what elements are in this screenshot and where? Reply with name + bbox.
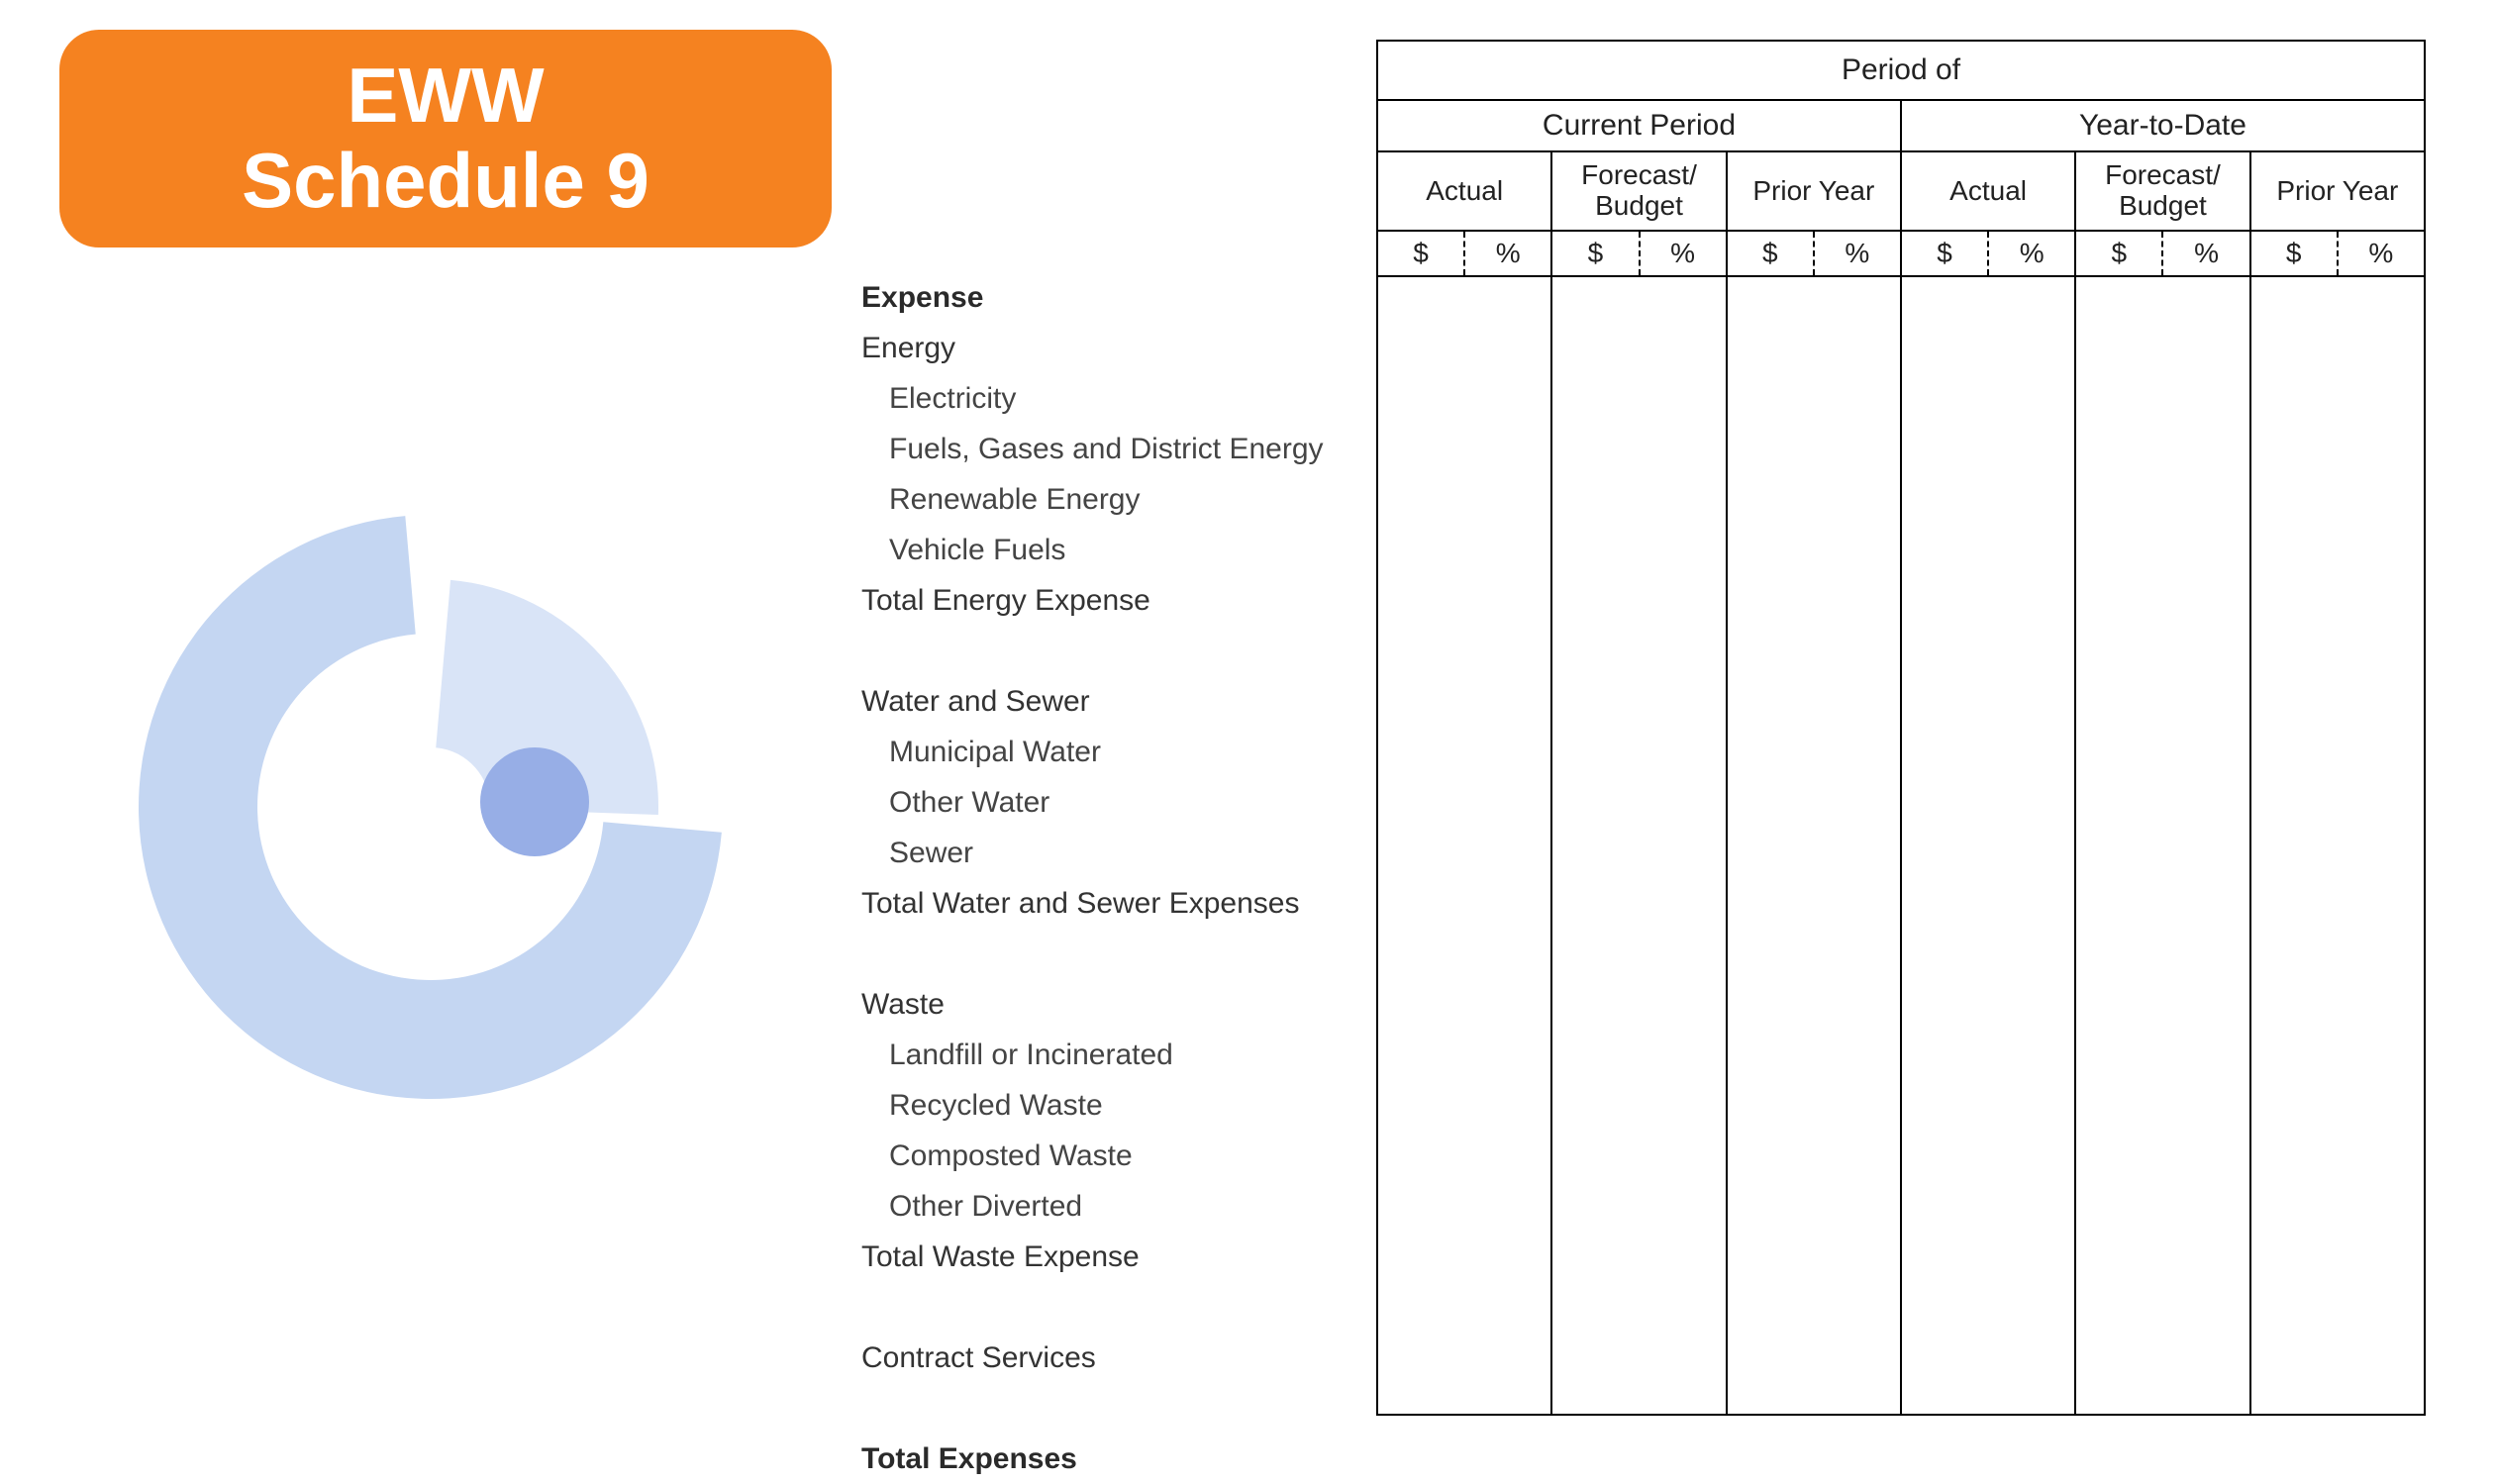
label-item: Fuels, Gases and District Energy [861,424,1327,474]
header-unit-dollar: $ [1551,231,1639,276]
body-col [2075,276,2249,1415]
header-unit-dollar: $ [1377,231,1464,276]
label-item: Other Diverted [861,1181,1327,1232]
table-body-row [1377,276,2425,1415]
title-badge: EWW Schedule 9 [59,30,832,247]
body-col [1727,276,1901,1415]
label-item: Other Water [861,777,1327,828]
header-unit-percent: % [2338,231,2425,276]
schedule-table: Period of Current Period Year-to-Date Ac… [1376,40,2426,1416]
label-section-energy: Energy [861,323,1327,373]
body-col [1377,276,1551,1415]
header-prior-year: Prior Year [1727,151,1901,231]
spacer [861,929,1327,979]
label-total-waste: Total Waste Expense [861,1232,1327,1282]
spacer [861,1282,1327,1333]
label-item: Landfill or Incinerated [861,1030,1327,1080]
header-year-to-date: Year-to-Date [1901,100,2425,151]
header-prior-year: Prior Year [2250,151,2425,231]
header-unit-dollar: $ [2250,231,2338,276]
row-labels: Expense Energy Electricity Fuels, Gases … [861,272,1327,1484]
header-unit-percent: % [1464,231,1551,276]
header-unit-dollar: $ [2075,231,2162,276]
body-col [1551,276,1726,1415]
label-item: Composted Waste [861,1131,1327,1181]
spacer [861,626,1327,676]
label-item: Recycled Waste [861,1080,1327,1131]
label-section-water: Water and Sewer [861,676,1327,727]
label-section-waste: Waste [861,979,1327,1030]
body-col [1901,276,2075,1415]
label-total-expenses: Total Expenses [861,1434,1327,1484]
header-unit-dollar: $ [1727,231,1814,276]
header-actual: Actual [1901,151,2075,231]
label-item: Municipal Water [861,727,1327,777]
header-actual: Actual [1377,151,1551,231]
body-col [2250,276,2425,1415]
label-item: Vehicle Fuels [861,525,1327,575]
label-total-water: Total Water and Sewer Expenses [861,878,1327,929]
header-unit-percent: % [2162,231,2249,276]
label-item: Electricity [861,373,1327,424]
header-forecast: Forecast/Budget [1551,151,1726,231]
header-current-period: Current Period [1377,100,1901,151]
title-line-2: Schedule 9 [242,139,649,224]
label-expense-header: Expense [861,272,1327,323]
label-item: Sewer [861,828,1327,878]
table-head: Period of Current Period Year-to-Date Ac… [1377,41,2425,276]
header-unit-percent: % [1814,231,1901,276]
decorative-arc-icon [109,465,752,1109]
label-total-energy: Total Energy Expense [861,575,1327,626]
table-body [1377,276,2425,1415]
spacer [861,1383,1327,1434]
label-item: Renewable Energy [861,474,1327,525]
header-forecast: Forecast/Budget [2075,151,2249,231]
page-root: EWW Schedule 9 Expense Energy Electricit… [0,0,2495,1403]
header-unit-percent: % [1640,231,1727,276]
header-period: Period of [1377,41,2425,100]
title-line-1: EWW [347,53,544,139]
header-unit-percent: % [1988,231,2075,276]
header-unit-dollar: $ [1901,231,1988,276]
label-contract-services: Contract Services [861,1333,1327,1383]
